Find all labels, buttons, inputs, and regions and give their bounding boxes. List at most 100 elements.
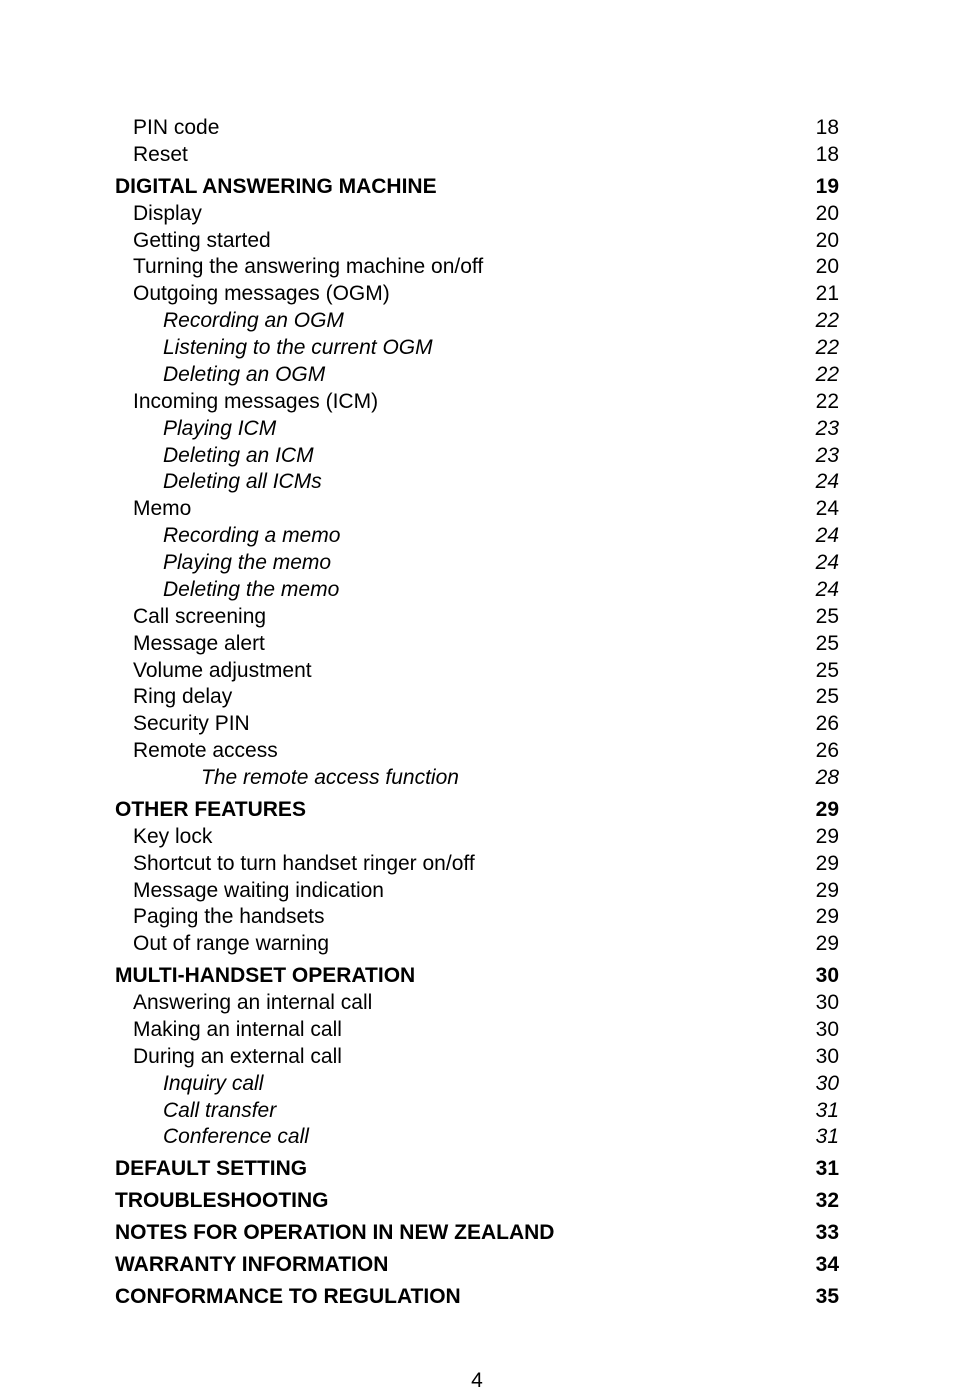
toc-label: Playing ICM — [163, 416, 276, 443]
page-container: PIN code 18Reset18 DIGITAL ANSWERING MACH… — [0, 0, 954, 1393]
toc-page: 25 — [816, 631, 839, 658]
toc-page: 22 — [816, 362, 839, 389]
toc-label: Listening to the current OGM — [163, 335, 433, 362]
toc-page: 31 — [816, 1098, 839, 1125]
toc-page: 25 — [816, 658, 839, 685]
toc-label: Shortcut to turn handset ringer on/off — [133, 851, 475, 878]
toc-entry: Deleting all ICMs 24 — [115, 469, 839, 496]
toc-page: 22 — [816, 335, 839, 362]
toc-label: Recording a memo — [163, 523, 340, 550]
toc-entry: During an external call 30 — [115, 1044, 839, 1071]
toc-entry: Paging the handsets 29 — [115, 904, 839, 931]
toc-entry: Call transfer 31 — [115, 1098, 839, 1125]
toc-page: 29 — [816, 851, 839, 878]
toc-page: 24 — [816, 469, 839, 496]
toc-label: Deleting an OGM — [163, 362, 325, 389]
toc-label: WARRANTY INFORMATION — [115, 1252, 388, 1279]
toc-entry: Deleting an OGM 22 — [115, 362, 839, 389]
toc-label: Memo — [133, 496, 191, 523]
toc-page: 30 — [816, 1044, 839, 1071]
toc-page: 34 — [816, 1252, 839, 1279]
toc-entry: Playing ICM23 — [115, 416, 839, 443]
toc-label: MULTI-HANDSET OPERATION — [115, 963, 415, 990]
toc-entry: OTHER FEATURES 29 — [115, 797, 839, 824]
toc-page: 31 — [816, 1124, 839, 1151]
toc-label: Security PIN — [133, 711, 250, 738]
toc-label: Call transfer — [163, 1098, 276, 1125]
toc-label: DEFAULT SETTING — [115, 1156, 307, 1183]
toc-page: 29 — [816, 904, 839, 931]
toc-label: Out of range warning — [133, 931, 329, 958]
toc-page: 31 — [816, 1156, 839, 1183]
toc-label: OTHER FEATURES — [115, 797, 306, 824]
toc-entry: Recording a memo 24 — [115, 523, 839, 550]
toc-entry: WARRANTY INFORMATION 34 — [115, 1252, 839, 1279]
toc-page: 25 — [816, 604, 839, 631]
toc-page: 28 — [816, 765, 839, 792]
toc-entry: Volume adjustment 25 — [115, 658, 839, 685]
toc-entry: Turning the answering machine on/off 20 — [115, 254, 839, 281]
toc-page: 35 — [816, 1284, 839, 1311]
toc-entry: DIGITAL ANSWERING MACHINE 19 — [115, 174, 839, 201]
toc-entry: Remote access 26 — [115, 738, 839, 765]
toc-entry: MULTI-HANDSET OPERATION 30 — [115, 963, 839, 990]
toc-entry: Shortcut to turn handset ringer on/off 29 — [115, 851, 839, 878]
toc-entry: Security PIN 26 — [115, 711, 839, 738]
toc-label: CONFORMANCE TO REGULATION — [115, 1284, 461, 1311]
toc-page: 26 — [816, 738, 839, 765]
toc-entry: PIN code 18 — [115, 115, 839, 142]
toc-entry: Message waiting indication 29 — [115, 878, 839, 905]
toc-label: The remote access function — [201, 765, 459, 792]
toc-label: Making an internal call — [133, 1017, 342, 1044]
toc-label: Incoming messages (ICM) — [133, 389, 378, 416]
toc-entry: Reset18 — [115, 142, 839, 169]
toc-page: 29 — [816, 878, 839, 905]
toc-entry: Listening to the current OGM 22 — [115, 335, 839, 362]
toc-entry: Playing the memo24 — [115, 550, 839, 577]
toc-page: 30 — [816, 1017, 839, 1044]
toc-label: Deleting all ICMs — [163, 469, 322, 496]
toc-entry: DEFAULT SETTING 31 — [115, 1156, 839, 1183]
toc-label: Turning the answering machine on/off — [133, 254, 483, 281]
toc-entry: TROUBLESHOOTING32 — [115, 1188, 839, 1215]
toc-page: 30 — [816, 963, 839, 990]
toc-entry: Getting started20 — [115, 228, 839, 255]
toc-page: 29 — [816, 824, 839, 851]
toc-page: 29 — [816, 931, 839, 958]
toc-label: Conference call — [163, 1124, 309, 1151]
toc-page: 18 — [816, 142, 839, 169]
toc-entry: NOTES FOR OPERATION IN NEW ZEALAND 33 — [115, 1220, 839, 1247]
toc-page: 33 — [816, 1220, 839, 1247]
toc-label: Inquiry call — [163, 1071, 263, 1098]
toc-page: 20 — [816, 254, 839, 281]
table-of-contents: PIN code 18Reset18 DIGITAL ANSWERING MACH… — [115, 115, 839, 1311]
toc-page: 21 — [816, 281, 839, 308]
toc-page: 22 — [816, 308, 839, 335]
page-number: 4 — [115, 1369, 839, 1393]
toc-label: Display — [133, 201, 202, 228]
toc-label: Deleting an ICM — [163, 443, 314, 470]
toc-entry: Display 20 — [115, 201, 839, 228]
toc-entry: The remote access function 28 — [115, 765, 839, 792]
toc-label: Call screening — [133, 604, 266, 631]
toc-label: PIN code — [133, 115, 219, 142]
toc-label: TROUBLESHOOTING — [115, 1188, 329, 1215]
toc-entry: Call screening 25 — [115, 604, 839, 631]
toc-page: 19 — [816, 174, 839, 201]
toc-entry: Conference call 31 — [115, 1124, 839, 1151]
toc-label: Key lock — [133, 824, 212, 851]
toc-label: Ring delay — [133, 684, 232, 711]
toc-label: Message waiting indication — [133, 878, 384, 905]
toc-entry: Deleting an ICM23 — [115, 443, 839, 470]
toc-label: DIGITAL ANSWERING MACHINE — [115, 174, 437, 201]
toc-page: 24 — [816, 550, 839, 577]
toc-label: Answering an internal call — [133, 990, 372, 1017]
toc-page: 30 — [816, 990, 839, 1017]
toc-page: 24 — [816, 577, 839, 604]
toc-page: 26 — [816, 711, 839, 738]
toc-entry: CONFORMANCE TO REGULATION 35 — [115, 1284, 839, 1311]
toc-entry: Incoming messages (ICM) 22 — [115, 389, 839, 416]
toc-page: 22 — [816, 389, 839, 416]
toc-label: Message alert — [133, 631, 265, 658]
toc-entry: Out of range warning 29 — [115, 931, 839, 958]
